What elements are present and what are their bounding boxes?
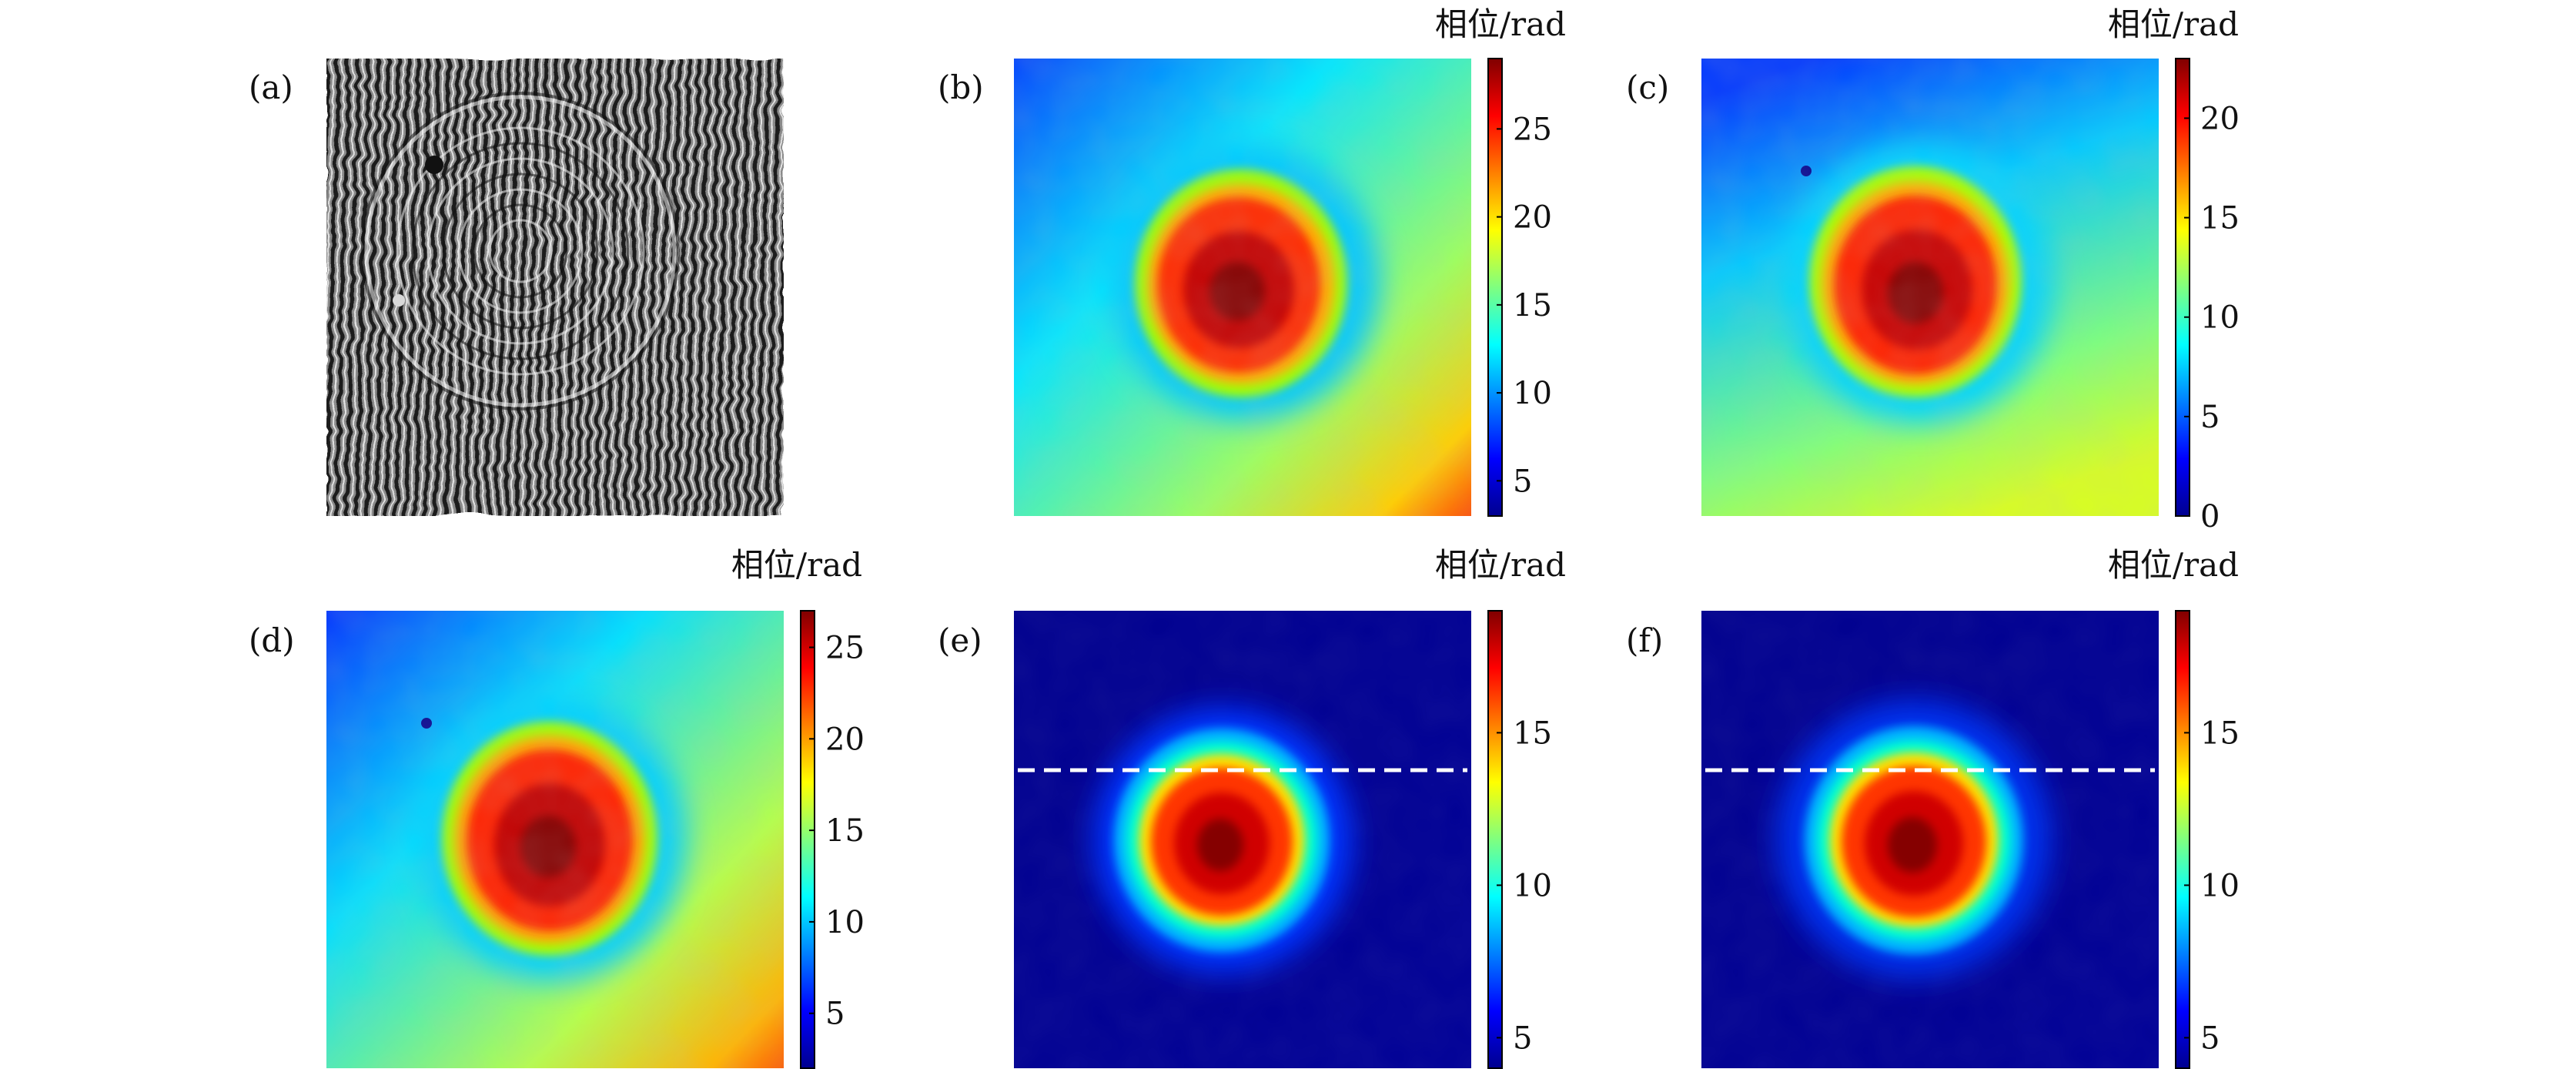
colorbar-tick-label: 20 <box>1513 200 1552 236</box>
colorbar-tick-label: 10 <box>1513 376 1552 411</box>
phase-map <box>1701 611 2159 1068</box>
colorbar-title: 相位/rad <box>1435 546 1566 584</box>
colorbar-title: 相位/rad <box>1435 5 1566 43</box>
panel-b: (b) 相位/rad 5 10 15 20 25 <box>938 5 1566 517</box>
colorbar-tick-label: 5 <box>1513 464 1532 499</box>
panel-label: (b) <box>938 69 984 106</box>
colorbar-tick-label: 5 <box>1513 1020 1532 1056</box>
colorbar-tick-label: 10 <box>1513 868 1552 903</box>
colorbar-title: 相位/rad <box>2108 5 2239 43</box>
colorbar-tick-label: 25 <box>1513 112 1552 147</box>
colorbar-tick-label: 5 <box>2200 400 2220 435</box>
colorbar-tick-label: 20 <box>2200 101 2240 136</box>
phase-map <box>326 611 784 1068</box>
panel-label: (d) <box>249 622 295 659</box>
colorbar: 5 10 15 20 25 <box>800 610 865 1069</box>
colorbar-tick-label: 5 <box>2200 1020 2220 1056</box>
colorbar-title: 相位/rad <box>731 546 862 584</box>
colorbar: 0 5 10 15 20 <box>2175 58 2240 534</box>
colorbar: 5 10 15 20 25 <box>1487 58 1552 517</box>
panel-d: (d) 相位/rad 5 10 15 20 25 <box>249 546 865 1069</box>
colorbar-tick-label: 25 <box>825 631 865 666</box>
colorbar-tick-label: 20 <box>825 722 865 757</box>
panel-f: (f) 相位/rad 5 10 15 <box>1626 546 2240 1069</box>
phase-map <box>1014 611 1471 1068</box>
panel-a: (a) <box>249 59 784 516</box>
panel-c: (c) 相位/rad 0 5 10 15 20 <box>1626 5 2240 534</box>
colorbar-tick-label: 10 <box>2200 868 2240 903</box>
colorbar: 5 10 15 <box>2175 610 2240 1069</box>
colorbar-tick-label: 15 <box>825 813 865 849</box>
colorbar-tick-label: 15 <box>2200 715 2240 751</box>
colorbar-tick-label: 10 <box>825 905 865 940</box>
phase-map <box>1701 59 2159 516</box>
colorbar: 5 10 15 <box>1487 610 1552 1069</box>
panel-label: (f) <box>1626 622 1663 659</box>
colorbar-tick-label: 10 <box>2200 300 2240 336</box>
colorbar-tick-label: 15 <box>2200 201 2240 236</box>
colorbar-tick-label: 5 <box>825 997 845 1032</box>
panel-label: (a) <box>249 69 293 106</box>
colorbar-title: 相位/rad <box>2108 546 2239 584</box>
panel-label: (c) <box>1626 69 1669 106</box>
colorbar-tick-label: 15 <box>1513 715 1552 751</box>
panel-label: (e) <box>938 622 982 659</box>
hologram-image <box>326 59 784 516</box>
colorbar-tick-label: 15 <box>1513 288 1552 323</box>
colorbar-tick-label: 0 <box>2200 499 2220 534</box>
phase-map <box>1014 59 1471 516</box>
panel-e: (e) 相位/rad 5 10 15 <box>938 546 1566 1069</box>
